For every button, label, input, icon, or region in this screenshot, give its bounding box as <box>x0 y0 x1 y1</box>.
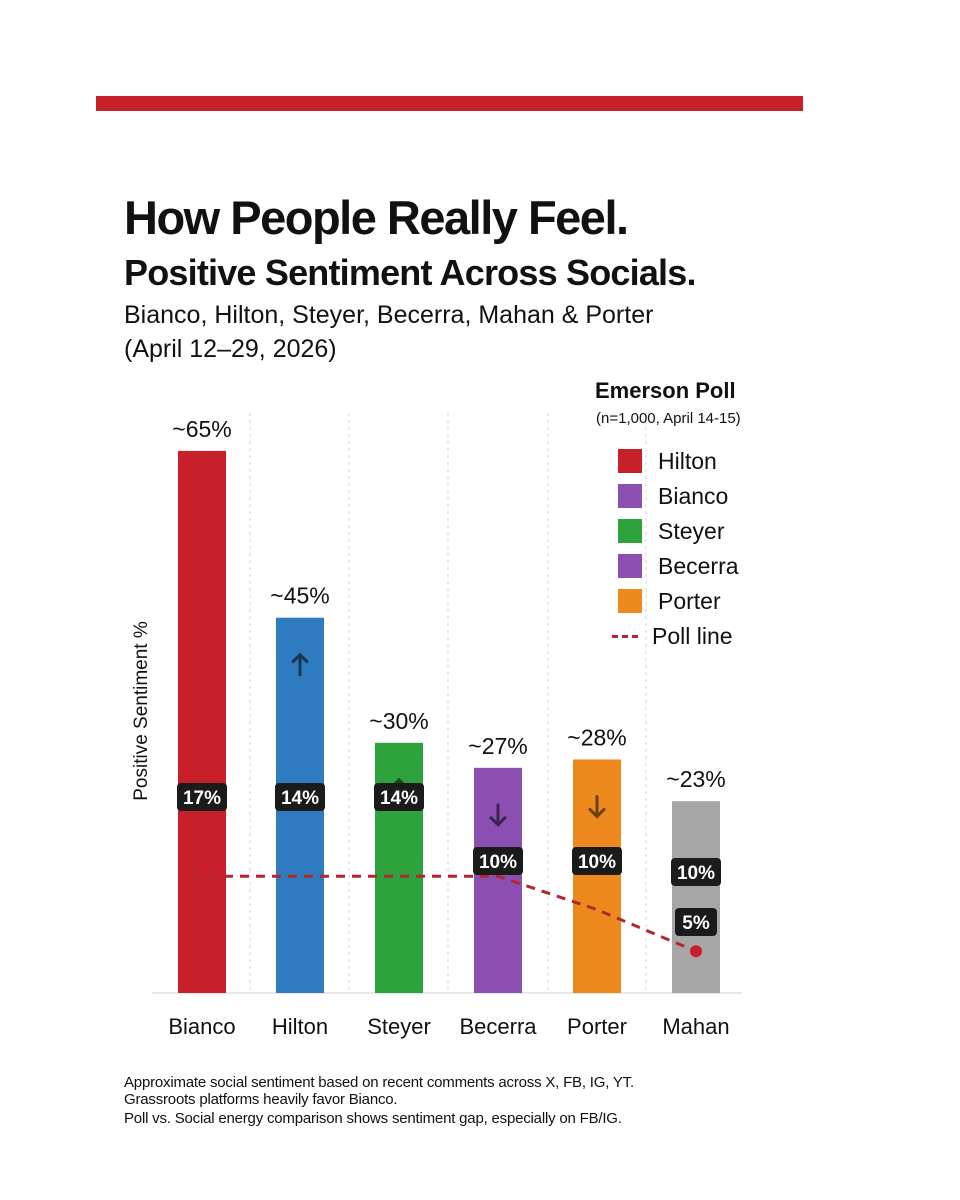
bar-mahan <box>672 801 720 993</box>
poll-badge: 17% <box>183 788 221 809</box>
poll-badge: 10% <box>578 852 616 873</box>
legend-item-bianco: Bianco <box>618 483 728 509</box>
legend-item-steyer: Steyer <box>618 518 724 544</box>
footnote-line-3: Poll vs. Social energy comparison shows … <box>124 1110 622 1127</box>
poll-badge-bg <box>177 783 227 811</box>
x-tick-label: Steyer <box>367 1014 431 1039</box>
candidates-line: Bianco, Hilton, Steyer, Becerra, Mahan &… <box>124 301 654 329</box>
poll-badge: 14% <box>380 788 418 809</box>
legend-swatch <box>618 589 642 613</box>
legend-label: Bianco <box>658 482 729 509</box>
arrow-up-icon <box>291 652 309 677</box>
legend-swatch <box>618 449 642 473</box>
legend-item-porter: Porter <box>618 588 721 614</box>
legend-item-hilton: Hilton <box>618 448 717 474</box>
poll-badge: 5% <box>682 913 710 934</box>
legend-item-becerra: Becerra <box>618 553 739 579</box>
bar-value-label: ~65% <box>172 416 231 442</box>
poll-badge-extra: 10% <box>677 863 715 884</box>
bar-porter <box>573 759 621 993</box>
x-tick-label: Porter <box>567 1014 627 1039</box>
poll-badge: 14% <box>281 788 319 809</box>
poll-badge-bg <box>275 783 325 811</box>
bar-bianco <box>178 450 226 993</box>
poll-badge-bg <box>374 783 424 811</box>
x-tick-label: Mahan <box>662 1014 729 1039</box>
poll-badge-bg <box>675 908 717 936</box>
arrow-down-icon <box>489 803 507 827</box>
dates-line: (April 12–29, 2026) <box>124 335 337 363</box>
bar-value-label: ~28% <box>567 724 626 750</box>
legend-dashed-line <box>612 634 638 638</box>
bar-value-label: ~45% <box>270 583 329 609</box>
bar-value-label: ~27% <box>468 733 527 759</box>
legend-label: Porter <box>658 587 721 614</box>
x-tick-label: Bianco <box>168 1014 235 1039</box>
poll-line-endpoint <box>690 945 702 958</box>
legend-swatch <box>618 519 642 543</box>
legend-label: Poll line <box>652 622 733 649</box>
poll-badge-extra-bg <box>671 858 721 886</box>
legend-label: Becerra <box>658 552 739 579</box>
arrow-down-icon <box>588 794 606 819</box>
poll-badge: 10% <box>479 852 517 873</box>
footnote-line-1: Approximate social sentiment based on re… <box>124 1074 634 1091</box>
legend-label: Hilton <box>658 447 717 474</box>
legend-item-poll-line: Poll line <box>612 623 733 649</box>
bar-value-label: ~30% <box>369 708 428 734</box>
x-tick-label: Becerra <box>459 1014 537 1039</box>
chart-subtitle: Positive Sentiment Across Socials. <box>124 252 696 293</box>
bar-value-label: ~23% <box>666 766 725 792</box>
footnote-line-2: Grassroots platforms heavily favor Bianc… <box>124 1091 398 1108</box>
x-tick-label: Hilton <box>272 1014 328 1039</box>
poll-badge-bg <box>473 847 523 875</box>
legend-subtitle: (n=1,000, April 14-15) <box>596 410 741 427</box>
poll-badge-bg <box>572 847 622 875</box>
chart-title: How People Really Feel. <box>124 191 629 244</box>
legend-label: Steyer <box>658 517 725 544</box>
top-red-rule <box>96 96 803 111</box>
legend-swatch <box>618 554 642 578</box>
legend-swatch <box>618 484 642 508</box>
legend-title: Emerson Poll <box>595 378 736 403</box>
